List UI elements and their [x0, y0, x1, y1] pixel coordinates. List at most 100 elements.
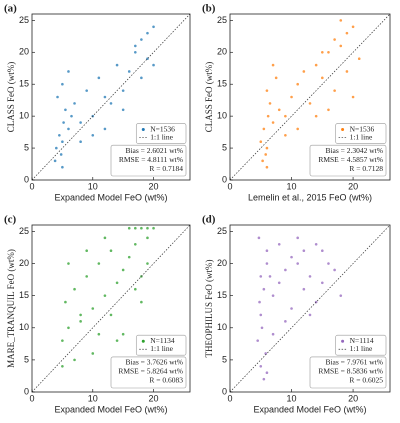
y-axis-label: CLASS FeO (wt%) — [204, 62, 214, 133]
legend-box — [335, 123, 387, 144]
point — [302, 287, 306, 291]
point — [56, 95, 59, 99]
y-axis-label: CLASS FeO (wt%) — [6, 62, 16, 133]
stats-text: R = 0.7184 — [149, 164, 183, 173]
x-tick-label: 10 — [88, 181, 98, 191]
reference-line — [31, 13, 191, 181]
y-tick-label: 10 — [19, 111, 29, 121]
point — [262, 377, 266, 381]
point — [333, 38, 336, 41]
point — [152, 63, 155, 67]
point — [61, 140, 64, 143]
point — [265, 371, 269, 375]
y-tick-label: 0 — [24, 386, 29, 396]
point — [103, 95, 107, 99]
point — [61, 339, 64, 342]
y-tick-label: 20 — [19, 47, 29, 57]
legend-label: 1:1 line — [150, 344, 173, 353]
point — [265, 165, 269, 169]
y-tick-label: 0 — [24, 174, 29, 184]
stats-text: Bias = 3.7626 wt% — [125, 358, 183, 367]
point — [97, 76, 101, 80]
point — [109, 313, 113, 317]
point — [67, 127, 70, 131]
x-tick-label: 20 — [149, 181, 159, 191]
legend-label: N=1114 — [350, 336, 374, 345]
point — [103, 294, 107, 297]
x-tick-label: 20 — [348, 393, 358, 403]
stats-text: RMSE = 4.8111 wt% — [119, 155, 183, 164]
point — [97, 262, 101, 265]
point — [109, 102, 113, 105]
x-axis-label: Lemelin et al., 2015 FeO (wt%) — [248, 192, 372, 202]
stats-text: Bias = 7.9761 wt% — [325, 358, 383, 367]
point — [91, 307, 95, 310]
point — [79, 140, 82, 143]
point — [115, 63, 119, 67]
point — [67, 326, 70, 330]
point — [271, 294, 275, 297]
panel-label: (c) — [4, 214, 17, 226]
point — [55, 146, 58, 150]
point — [259, 365, 263, 368]
legend-box — [135, 334, 187, 356]
x-tick-label: 20 — [348, 181, 358, 191]
stats-text: Bias = 2.3042 wt% — [325, 146, 383, 155]
stats-text: Bias = 2.6021 wt% — [125, 146, 183, 155]
point — [339, 44, 343, 48]
point — [261, 159, 264, 163]
panel-label: (d) — [202, 214, 216, 226]
legend-marker — [141, 339, 145, 343]
stats-box — [110, 356, 187, 389]
legend-marker — [141, 128, 145, 132]
point — [277, 108, 281, 112]
point — [85, 275, 88, 278]
x-tick-label: 10 — [287, 181, 297, 191]
point — [146, 226, 149, 230]
point — [333, 268, 336, 272]
point — [271, 63, 275, 67]
point — [97, 332, 101, 336]
point — [268, 102, 272, 105]
point — [274, 76, 278, 80]
point — [321, 76, 324, 80]
point — [308, 102, 312, 105]
y-tick-label: 0 — [222, 174, 227, 184]
point — [265, 249, 269, 252]
point — [277, 242, 281, 246]
y-tick-label: 5 — [24, 142, 29, 152]
point — [61, 165, 64, 169]
point — [85, 89, 88, 92]
point — [345, 31, 349, 35]
plot-frame — [229, 13, 391, 181]
point — [127, 255, 131, 259]
point — [134, 242, 137, 246]
y-tick-label: 25 — [217, 15, 227, 25]
reference-line — [229, 13, 391, 181]
point — [284, 268, 287, 272]
point — [302, 70, 306, 73]
point — [327, 108, 330, 112]
point — [103, 127, 107, 131]
y-tick-label: 20 — [19, 258, 29, 268]
point — [264, 352, 267, 355]
point — [296, 236, 299, 240]
stats-text: R = 0.7128 — [349, 164, 383, 173]
panel-label: (b) — [202, 3, 216, 15]
legend-marker — [341, 128, 345, 132]
point — [73, 102, 76, 105]
stats-text: R = 0.6025 — [349, 376, 383, 385]
point — [59, 153, 63, 156]
point — [91, 352, 95, 355]
point — [264, 153, 267, 156]
point — [265, 146, 269, 150]
point — [91, 134, 95, 137]
stats-box — [309, 356, 387, 389]
point — [258, 300, 261, 304]
point — [321, 281, 324, 285]
point — [67, 70, 70, 73]
point — [277, 281, 281, 285]
legend-label: 1:1 line — [350, 344, 373, 353]
point — [314, 242, 318, 246]
